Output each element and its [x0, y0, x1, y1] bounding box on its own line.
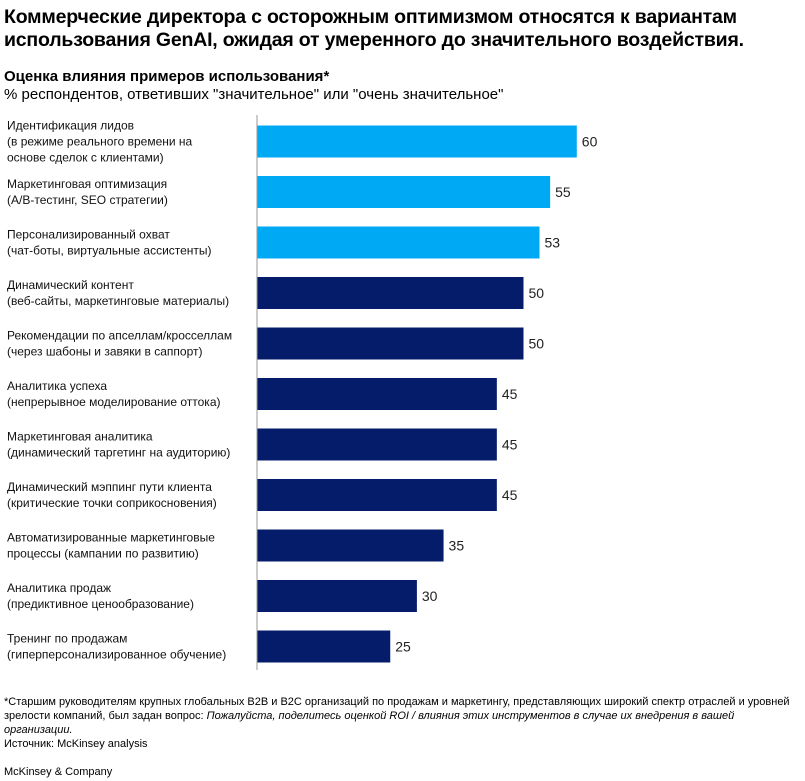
bar-4: [257, 277, 524, 309]
footnote-question: Пожалуйста, поделитесь оценкой ROI / вли…: [4, 710, 735, 736]
category-label-8: Динамический мэппинг пути клиента (критич…: [7, 480, 217, 510]
bar-value-label-2: 55: [555, 184, 571, 200]
category-label-7: Маркетинговая аналитика (динамический тар…: [7, 430, 230, 460]
category-label-3: Персонализированный охват (чат-боты, вирт…: [7, 228, 212, 258]
bar-value-label-10: 30: [422, 588, 438, 604]
bar-value-label-7: 45: [502, 437, 518, 453]
bar-5: [257, 327, 524, 360]
category-label-10: Аналитика продаж (предиктивное ценообразо…: [7, 581, 194, 611]
bar-2: [257, 176, 551, 208]
chart-title: Коммерческие директора с осторожным опти…: [4, 6, 804, 52]
bar-7: [257, 428, 497, 461]
bar-chart: 60 Идентификация лидов (в режиме реального…: [7, 115, 598, 670]
bar-11: [257, 630, 391, 663]
chart-title-line-2: использования GenAI, ожидая от умеренног…: [4, 29, 744, 51]
category-label-1: Идентификация лидов (в режиме реального в…: [7, 119, 193, 165]
footnote-text: *Старшим руководителям крупных глобальны…: [4, 696, 790, 722]
category-label-2: Маркетинговая оптимизация (A/B-тестинг, S…: [7, 177, 168, 207]
bar-value-label-8: 45: [502, 487, 518, 503]
bar-3: [257, 226, 540, 259]
footnote: *Старшим руководителям крупных глобальны…: [4, 695, 802, 737]
bar-6: [257, 378, 497, 410]
bar-value-label-11: 25: [395, 639, 411, 655]
chart-unit-label: % респондентов, ответивших "значительное…: [4, 86, 504, 103]
bar-1: [257, 125, 577, 158]
category-label-9: Автоматизированные маркетинговые процессы…: [7, 531, 215, 561]
bar-value-label-1: 60: [582, 134, 598, 150]
category-label-5: Рекомендации по апселлам/кросселлам (чере…: [7, 329, 232, 359]
bar-9: [257, 529, 444, 562]
bar-value-label-9: 35: [449, 538, 465, 554]
bar-value-label-5: 50: [529, 336, 545, 352]
brand-name: McKinsey & Company: [4, 766, 113, 778]
category-label-11: Тренинг по продажам (гиперперсонализирова…: [7, 632, 226, 662]
chart-title-line-1: Коммерческие директора с осторожным опти…: [4, 6, 737, 28]
bar-value-label-4: 50: [529, 285, 545, 301]
chart-subtitle: Оценка влияния примеров использования*: [4, 68, 330, 85]
bar-10: [257, 580, 417, 612]
bar-value-label-3: 53: [544, 235, 560, 251]
bar-value-label-6: 45: [502, 386, 518, 402]
category-label-6: Аналитика успеха (непрерывное моделирован…: [7, 379, 221, 409]
bar-8: [257, 479, 497, 511]
source-note: Источник: McKinsey analysis: [4, 738, 148, 750]
category-label-4: Динамический контент (веб-сайты, маркетин…: [7, 278, 229, 308]
